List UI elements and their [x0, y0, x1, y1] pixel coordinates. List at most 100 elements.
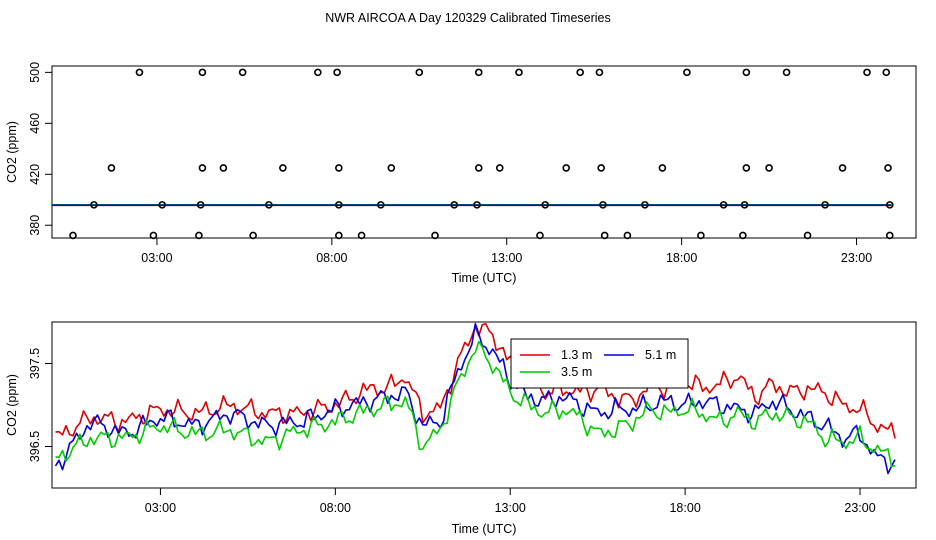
top-point-2 — [238, 68, 247, 77]
panel-bottom-y-axis: 396.5 397.5 — [28, 348, 52, 462]
top-point-18 — [279, 164, 287, 172]
panel-bottom-x-axis: 03:00 08:00 13:00 18:00 23:00 — [145, 488, 876, 515]
top-point-49 — [335, 231, 343, 240]
top-point-26 — [742, 164, 751, 172]
top-point-7 — [515, 68, 523, 77]
top-ytick-label-2: 460 — [28, 113, 42, 134]
panel-bottom-frame — [51, 321, 917, 489]
top-point-6 — [474, 68, 483, 77]
legend-label-5-1m: 5.1 m — [645, 348, 676, 362]
top-point-45 — [69, 231, 77, 240]
top-point-31 — [158, 201, 166, 209]
bottom-xtick-label-2: 13:00 — [495, 501, 526, 515]
top-point-23 — [562, 164, 571, 172]
top-point-43 — [821, 201, 829, 209]
top-point-24 — [597, 164, 605, 172]
top-point-33 — [265, 201, 273, 209]
top-point-5 — [415, 68, 424, 77]
panel-bottom: 396.5 397.5 03:00 08:00 13:00 18:00 23:00 Tim… — [5, 321, 917, 536]
chart-title: NWR AIRCOA A Day 120329 Calibrated Times… — [325, 11, 611, 25]
top-ytick-label-0: 380 — [28, 215, 42, 236]
top-point-52 — [536, 231, 544, 240]
top-point-58 — [885, 231, 894, 240]
top-xtick-label-4: 23:00 — [841, 251, 872, 265]
panel-bottom-ylabel: CO2 (ppm) — [5, 374, 19, 436]
legend-label-1-3m: 1.3 m — [561, 348, 592, 362]
top-point-14 — [882, 68, 891, 77]
top-point-27 — [765, 164, 773, 172]
top-point-46 — [149, 231, 158, 240]
top-point-40 — [641, 201, 649, 209]
top-point-36 — [450, 201, 459, 209]
top-point-15 — [107, 164, 116, 172]
top-point-13 — [863, 68, 871, 77]
top-xtick-label-1: 08:00 — [316, 251, 347, 265]
top-point-44 — [885, 201, 894, 209]
panel-top-y-axis: 380 420 460 500 — [28, 62, 52, 236]
legend: 1.3 m 5.1 m 3.5 m — [510, 338, 689, 389]
panel-top: 380 420 460 500 03:00 08:00 13:00 18:00 23:00 T… — [5, 62, 917, 285]
top-point-11 — [742, 68, 751, 77]
panel-top-xlabel: Time (UTC) — [452, 271, 517, 285]
top-point-3 — [314, 68, 322, 77]
top-point-48 — [249, 231, 257, 240]
top-point-38 — [541, 201, 550, 209]
top-point-12 — [782, 68, 791, 77]
top-point-57 — [803, 231, 812, 240]
top-point-17 — [219, 164, 228, 172]
panel-top-reference-lines — [52, 204, 892, 207]
top-point-19 — [335, 164, 343, 172]
top-point-28 — [838, 164, 847, 172]
top-point-20 — [387, 164, 396, 172]
top-xtick-label-3: 18:00 — [666, 251, 697, 265]
bottom-ytick-label-0: 396.5 — [28, 431, 42, 462]
top-ytick-label-3: 500 — [28, 62, 42, 83]
top-point-1 — [198, 68, 207, 77]
top-point-9 — [595, 68, 604, 77]
bottom-xtick-label-1: 08:00 — [320, 501, 351, 515]
top-point-4 — [333, 68, 341, 77]
top-point-54 — [623, 231, 632, 240]
top-xtick-label-0: 03:00 — [141, 251, 172, 265]
top-point-56 — [739, 231, 747, 240]
panel-top-frame — [51, 65, 917, 239]
panel-bottom-series — [54, 322, 896, 475]
top-point-39 — [599, 201, 607, 209]
series-line-3-5-m — [55, 340, 896, 468]
top-point-51 — [431, 231, 439, 240]
series-line-5-1-m — [54, 322, 896, 475]
legend-box — [510, 338, 689, 389]
top-point-25 — [658, 164, 667, 172]
top-point-34 — [335, 201, 343, 209]
legend-label-3-5m: 3.5 m — [561, 365, 592, 379]
top-point-29 — [884, 164, 892, 172]
top-point-35 — [377, 201, 385, 209]
bottom-ytick-label-1: 397.5 — [28, 348, 42, 379]
panel-top-ylabel: CO2 (ppm) — [5, 121, 19, 183]
top-point-55 — [697, 231, 705, 240]
panel-top-points — [69, 68, 894, 240]
top-point-37 — [473, 201, 481, 209]
bottom-xtick-label-3: 18:00 — [669, 501, 700, 515]
top-point-22 — [495, 164, 504, 172]
top-point-47 — [195, 231, 203, 240]
top-point-0 — [135, 68, 144, 77]
series-line-1-3-m — [55, 322, 896, 439]
top-point-30 — [90, 201, 98, 209]
top-point-21 — [474, 164, 483, 172]
panel-bottom-xlabel: Time (UTC) — [452, 522, 517, 536]
top-point-32 — [196, 201, 205, 209]
top-xtick-label-2: 13:00 — [491, 251, 522, 265]
panel-top-x-axis: 03:00 08:00 13:00 18:00 23:00 — [141, 238, 872, 265]
top-point-42 — [740, 201, 749, 209]
top-ytick-label-1: 420 — [28, 164, 42, 185]
bottom-xtick-label-4: 23:00 — [844, 501, 875, 515]
top-point-10 — [683, 68, 691, 77]
top-point-50 — [357, 231, 366, 240]
bottom-xtick-label-0: 03:00 — [145, 501, 176, 515]
top-point-16 — [198, 164, 207, 172]
top-point-53 — [600, 231, 609, 240]
top-point-8 — [576, 68, 584, 77]
top-point-41 — [719, 201, 728, 209]
